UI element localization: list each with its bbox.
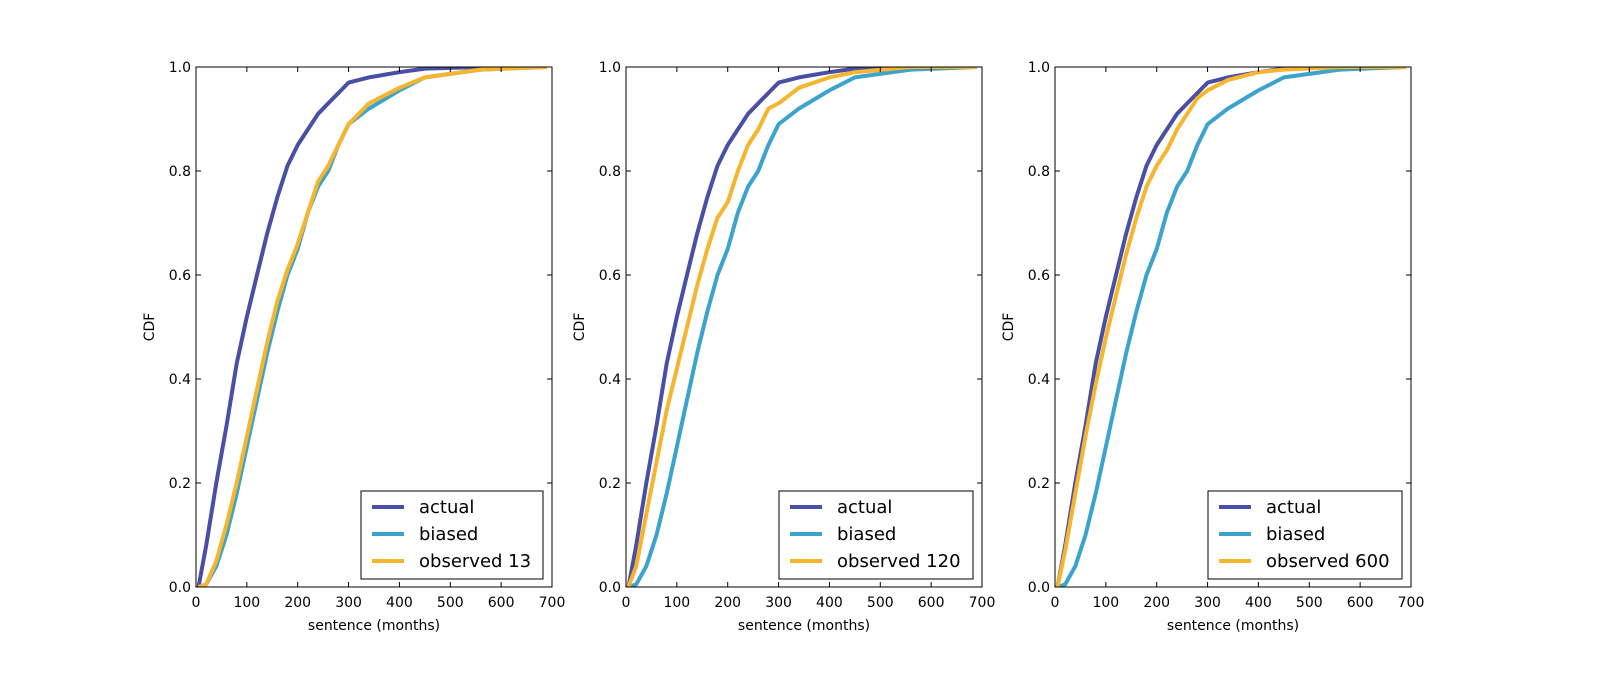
legend: actual biased observed 600 [1207, 490, 1403, 580]
series-line-actual [626, 67, 977, 587]
y-tick-label: 0.2 [599, 476, 621, 492]
x-tick-label: 200 [284, 595, 311, 611]
x-tick-label: 300 [335, 595, 362, 611]
y-tick-label: 0.8 [169, 164, 191, 180]
y-tick-label: 0.4 [1028, 372, 1050, 388]
y-tick-label: 0.4 [599, 372, 621, 388]
y-tick-label: 1.0 [169, 60, 191, 76]
y-tick-label: 0.2 [169, 476, 191, 492]
x-tick-label: 100 [1092, 595, 1119, 611]
series-line-observed-120 [626, 67, 977, 587]
legend-label: actual [419, 497, 474, 518]
y-tick-label: 0.8 [1028, 164, 1050, 180]
x-tick-label: 600 [1347, 595, 1374, 611]
chart-panel-2: 0 100 200 300 400 500 600 700 0.0 0.2 0.4 0.6 0.8 1.0… [572, 60, 995, 634]
y-axis-label: CDF [142, 313, 158, 342]
x-tick-label: 400 [1245, 595, 1272, 611]
legend-label: observed 600 [1266, 551, 1390, 572]
y-tick-label: 0.8 [599, 164, 621, 180]
x-tick-label: 700 [969, 595, 996, 611]
x-tick-label: 700 [1398, 595, 1425, 611]
plot-area [196, 67, 547, 587]
chart-panel-3: 0 100 200 300 400 500 600 700 0.0 0.2 0.4 0.6 0.8 1.0… [1001, 60, 1424, 634]
x-tick-label: 400 [386, 595, 413, 611]
y-tick-label: 1.0 [599, 60, 621, 76]
x-tick-label: 500 [867, 595, 894, 611]
x-axis-label: sentence (months) [1167, 618, 1299, 634]
axes-frame [1054, 66, 1412, 588]
y-tick-label: 0.6 [599, 268, 621, 284]
x-tick-label: 100 [663, 595, 690, 611]
x-tick-label: 0 [192, 595, 201, 611]
x-axis-label: sentence (months) [738, 618, 870, 634]
axes-frame [625, 66, 983, 588]
legend-label: biased [1266, 524, 1325, 545]
y-tick-label: 0.4 [169, 372, 191, 388]
x-tick-label: 600 [488, 595, 515, 611]
x-axis-label: sentence (months) [308, 618, 440, 634]
y-tick-label: 0.0 [599, 580, 621, 596]
x-tick-label: 300 [1194, 595, 1221, 611]
y-tick-label: 0.6 [169, 268, 191, 284]
series-line-observed-13 [197, 67, 547, 587]
axes-frame [195, 66, 553, 588]
plot-area [1055, 67, 1406, 587]
y-tick-label: 1.0 [1028, 60, 1050, 76]
legend-label: observed 13 [419, 551, 531, 572]
x-tick-label: 500 [437, 595, 464, 611]
series-line-biased [627, 67, 977, 587]
y-tick-label: 0.6 [1028, 268, 1050, 284]
x-tick-label: 0 [1051, 595, 1060, 611]
legend-label: actual [1266, 497, 1321, 518]
chart-panel-1: 0 100 200 300 400 500 600 700 0.0 0.2 0.4 0.6 0.8 1.0… [142, 60, 565, 634]
x-tick-label: 500 [1296, 595, 1323, 611]
y-axis-label: CDF [572, 313, 588, 342]
legend: actual biased observed 120 [778, 490, 974, 580]
legend-label: biased [837, 524, 896, 545]
legend-label: actual [837, 497, 892, 518]
x-tick-label: 600 [918, 595, 945, 611]
y-tick-label: 0.0 [169, 580, 191, 596]
y-tick-label: 0.0 [1028, 580, 1050, 596]
x-tick-label: 700 [539, 595, 566, 611]
x-tick-label: 0 [622, 595, 631, 611]
x-tick-label: 100 [233, 595, 260, 611]
legend-label: observed 120 [837, 551, 961, 572]
series-line-biased [1056, 67, 1406, 587]
x-tick-label: 300 [765, 595, 792, 611]
y-axis-label: CDF [1001, 313, 1017, 342]
legend: actual biased observed 13 [360, 490, 544, 580]
x-tick-label: 200 [1143, 595, 1170, 611]
series-line-actual [196, 67, 547, 587]
y-tick-label: 0.2 [1028, 476, 1050, 492]
plot-area [626, 67, 977, 587]
legend-label: biased [419, 524, 478, 545]
series-line-observed-600 [1055, 67, 1406, 587]
x-tick-label: 400 [816, 595, 843, 611]
x-tick-label: 200 [714, 595, 741, 611]
